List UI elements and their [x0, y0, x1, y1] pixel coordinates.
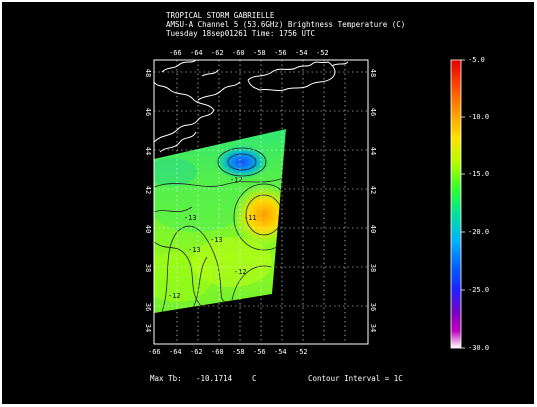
lon-tick-label: -60	[232, 49, 245, 57]
lat-tick-label: 42	[144, 185, 153, 195]
lon-tick-label: -56	[274, 49, 287, 57]
lon-tick-label: -62	[211, 49, 224, 57]
lat-tick-label: 44	[369, 146, 378, 156]
title-channel: AMSU-A Channel 5 (53.6GHz) Brightness Te…	[166, 20, 406, 29]
contour-label: -11	[244, 214, 257, 222]
lat-tick-label: 46	[144, 107, 153, 117]
max-tb-value: -10.1714	[196, 374, 233, 383]
colorbar-label: -20.0	[468, 228, 490, 236]
colorbar-gradient	[451, 60, 461, 348]
contour-label: -12	[234, 268, 247, 276]
colorbar-label: -25.0	[468, 286, 490, 294]
contour-label: -12	[230, 176, 243, 184]
map-svg: -12 -13 -11 -12 -13 -13 -12 -12	[153, 59, 465, 349]
lat-tick-label: 38	[144, 263, 153, 273]
lat-tick-label: 40	[144, 224, 153, 234]
lon-tick-label: -66	[169, 49, 182, 57]
lat-tick-label: 46	[369, 107, 378, 117]
lon-tick-label: -64	[169, 348, 182, 356]
lon-tick-label: -60	[211, 348, 224, 356]
lat-tick-label: 48	[369, 68, 378, 78]
lat-tick-label: 42	[369, 185, 378, 195]
lon-tick-label: -52	[316, 49, 329, 57]
lat-tick-label: 38	[369, 263, 378, 273]
title-storm-name: TROPICAL STORM GABRIELLE	[166, 11, 275, 20]
lon-tick-label: -58	[232, 348, 245, 356]
title-datetime: Tuesday 18sep01261 Time: 1756 UTC	[166, 29, 316, 38]
coastline	[153, 59, 349, 153]
lat-tick-label: 40	[369, 224, 378, 234]
lat-tick-label: 48	[144, 68, 153, 78]
contour-label: -13	[184, 214, 197, 222]
contour-lines	[154, 147, 286, 313]
contour-label: -12	[278, 186, 291, 194]
colorbar-label: -30.0	[468, 344, 490, 352]
contour-labels: -12 -13 -11 -12 -13 -13 -12 -12	[168, 176, 291, 300]
lon-tick-label: -66	[148, 348, 161, 356]
lat-tick-label: 36	[369, 302, 378, 312]
contour-interval: Contour Interval = 1C	[308, 374, 403, 383]
lon-tick-label: -52	[295, 348, 308, 356]
map-border	[153, 59, 369, 345]
lat-tick-label: 34	[144, 323, 153, 333]
lat-tick-label: 34	[369, 323, 378, 333]
contour-label: -13	[188, 246, 201, 254]
colorbar-ticks	[461, 59, 465, 349]
lon-tick-label: -54	[274, 348, 287, 356]
lon-tick-label: -58	[253, 49, 266, 57]
colorbar-border	[450, 59, 462, 349]
lon-tick-label: -56	[253, 348, 266, 356]
lat-tick-label: 44	[144, 146, 153, 156]
colorbar-label: -15.0	[468, 170, 490, 178]
max-tb-unit: C	[252, 374, 257, 383]
lon-tick-label: -54	[295, 49, 308, 57]
contour-label: -12	[168, 292, 181, 300]
max-tb-label: Max Tb:	[150, 374, 182, 383]
image-frame: TROPICAL STORM GABRIELLE AMSU-A Channel …	[2, 2, 534, 404]
contour-label: -13	[210, 236, 223, 244]
colorbar-label: -10.0	[468, 113, 490, 121]
lat-tick-label: 36	[144, 302, 153, 312]
lon-tick-label: -64	[190, 49, 203, 57]
colorbar-label: -5.0	[468, 56, 485, 64]
lon-tick-label: -62	[190, 348, 203, 356]
